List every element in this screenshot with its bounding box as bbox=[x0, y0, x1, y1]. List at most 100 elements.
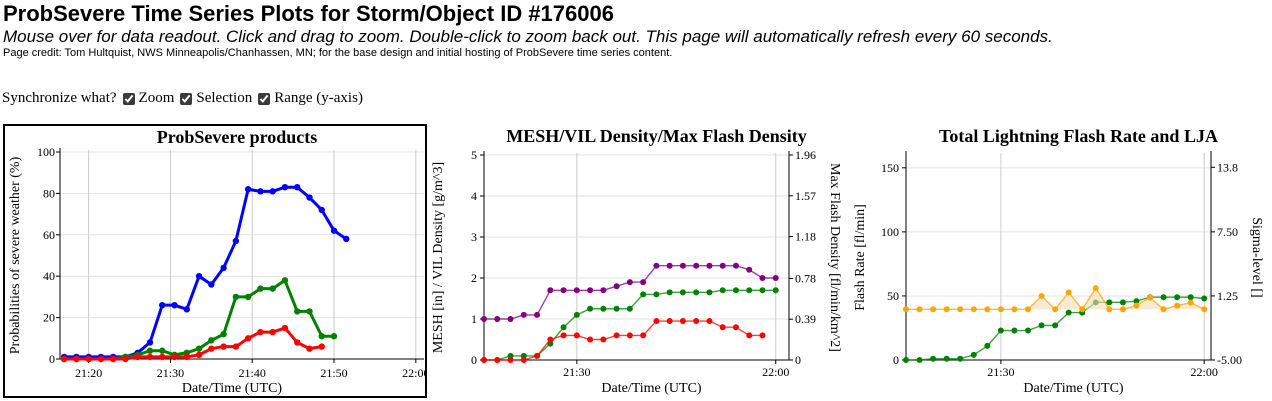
sync-option-range[interactable]: Range (y-axis) bbox=[258, 90, 363, 107]
data-point bbox=[1160, 294, 1167, 301]
data-point bbox=[613, 332, 620, 339]
data-point bbox=[759, 332, 766, 339]
data-point bbox=[600, 305, 607, 312]
sync-label: Synchronize what? bbox=[2, 90, 117, 106]
chart-title: MESH/VIL Density/Max Flash Density bbox=[506, 126, 807, 146]
mesh-vil-chart[interactable]: MESH/VIL Density/Max Flash Density 0 1 2 3 4 5… bbox=[429, 124, 849, 400]
data-point bbox=[507, 316, 514, 322]
data-point bbox=[330, 227, 338, 234]
data-point bbox=[653, 318, 660, 325]
data-point bbox=[997, 327, 1004, 334]
data-point bbox=[1079, 306, 1086, 313]
y-tick-label: 3 bbox=[471, 230, 477, 244]
data-point bbox=[706, 289, 713, 296]
y2-tick-label: 0.39 bbox=[795, 312, 816, 326]
sync-option-selection[interactable]: Selection bbox=[180, 90, 252, 107]
data-point bbox=[1025, 327, 1031, 334]
y-tick-label: 80 bbox=[43, 186, 55, 200]
data-point bbox=[183, 306, 190, 313]
data-point bbox=[719, 324, 726, 331]
data-point bbox=[560, 324, 567, 331]
data-point bbox=[269, 188, 276, 195]
sync-controls: Synchronize what? Zoom Selection Range (… bbox=[2, 90, 363, 107]
lightning-chart-svg[interactable]: Total Lightning Flash Rate and LJA 0 50 100… bbox=[851, 124, 1272, 400]
x-tick-label: 21:30 bbox=[987, 365, 1014, 379]
sync-range-checkbox[interactable] bbox=[258, 92, 271, 105]
y-axis-label: Flash Rate [fl/min] bbox=[853, 204, 868, 311]
sync-option-zoom[interactable]: Zoom bbox=[122, 90, 174, 107]
data-point bbox=[1160, 306, 1167, 313]
data-point bbox=[759, 275, 766, 281]
data-point bbox=[195, 345, 203, 352]
data-point bbox=[984, 306, 991, 313]
y-tick-label: 0 bbox=[893, 353, 899, 367]
y-tick-label: 20 bbox=[43, 311, 55, 325]
y-tick-label: 100 bbox=[37, 145, 55, 159]
data-point bbox=[534, 352, 541, 359]
mesh-vil-chart-svg[interactable]: MESH/VIL Density/Max Flash Density 0 1 2 3 4 5… bbox=[429, 124, 849, 400]
data-point bbox=[520, 311, 527, 318]
data-point bbox=[772, 275, 779, 281]
data-point bbox=[732, 287, 739, 294]
data-point bbox=[159, 353, 166, 361]
data-point bbox=[220, 264, 227, 272]
data-point bbox=[330, 333, 338, 340]
data-point bbox=[494, 316, 501, 322]
y2-tick-label: 1.25 bbox=[1217, 289, 1238, 303]
data-point bbox=[1052, 306, 1059, 313]
sync-selection-checkbox[interactable] bbox=[180, 92, 193, 105]
y2-tick-label: 1.96 bbox=[795, 148, 816, 162]
data-point bbox=[1011, 306, 1018, 313]
data-point bbox=[1119, 306, 1126, 313]
y2-tick-label: 0 bbox=[795, 353, 801, 367]
data-point bbox=[1147, 294, 1153, 301]
y-tick-label: 5 bbox=[471, 148, 477, 162]
data-point bbox=[706, 262, 713, 269]
data-point bbox=[1201, 306, 1208, 313]
data-point bbox=[957, 355, 964, 362]
y2-axis-label: Max Flash Density [fl/min/km^2] bbox=[827, 163, 842, 352]
page-title: ProbSevere Time Series Plots for Storm/O… bbox=[3, 1, 614, 26]
series-line bbox=[906, 286, 1205, 311]
data-point bbox=[587, 305, 594, 312]
data-point bbox=[60, 355, 68, 363]
series-line bbox=[64, 326, 323, 361]
data-point bbox=[560, 287, 567, 294]
y2-tick-label: 7.50 bbox=[1217, 225, 1238, 239]
data-point bbox=[159, 347, 166, 354]
data-point bbox=[970, 351, 977, 358]
data-point bbox=[693, 289, 700, 296]
y-tick-label: 100 bbox=[881, 225, 899, 239]
data-point bbox=[1133, 298, 1140, 305]
probsevere-chart-svg[interactable]: ProbSevere products 0 20 40 60 80 100 21:20 21:3… bbox=[5, 126, 425, 396]
data-point bbox=[613, 283, 620, 290]
data-point bbox=[943, 355, 950, 362]
y2-tick-label: -5.00 bbox=[1217, 353, 1242, 367]
data-point bbox=[626, 332, 633, 339]
data-point bbox=[759, 287, 766, 294]
data-point bbox=[294, 183, 301, 191]
data-point bbox=[640, 291, 647, 298]
y-tick-label: 4 bbox=[471, 189, 477, 203]
y-tick-label: 0 bbox=[49, 352, 55, 366]
data-point bbox=[146, 353, 154, 361]
y-tick-label: 0 bbox=[471, 353, 477, 367]
data-point bbox=[281, 324, 289, 332]
data-point bbox=[1187, 299, 1194, 306]
data-point bbox=[269, 328, 276, 336]
probsevere-chart[interactable]: ProbSevere products 0 20 40 60 80 100 21:20 21:3… bbox=[3, 124, 427, 398]
data-point bbox=[1106, 306, 1113, 313]
x-tick-label: 21:30 bbox=[157, 366, 184, 380]
y-tick-label: 2 bbox=[471, 271, 477, 285]
data-point bbox=[1065, 289, 1072, 296]
data-point bbox=[903, 306, 909, 313]
data-point bbox=[679, 318, 686, 325]
data-point bbox=[693, 318, 700, 325]
data-point bbox=[587, 287, 594, 294]
y-tick-label: 50 bbox=[887, 289, 899, 303]
data-point bbox=[343, 235, 350, 243]
lightning-chart[interactable]: Total Lightning Flash Rate and LJA 0 50 100… bbox=[851, 124, 1272, 400]
data-point bbox=[507, 352, 514, 359]
data-point bbox=[1011, 327, 1018, 334]
sync-zoom-checkbox[interactable] bbox=[122, 92, 135, 105]
